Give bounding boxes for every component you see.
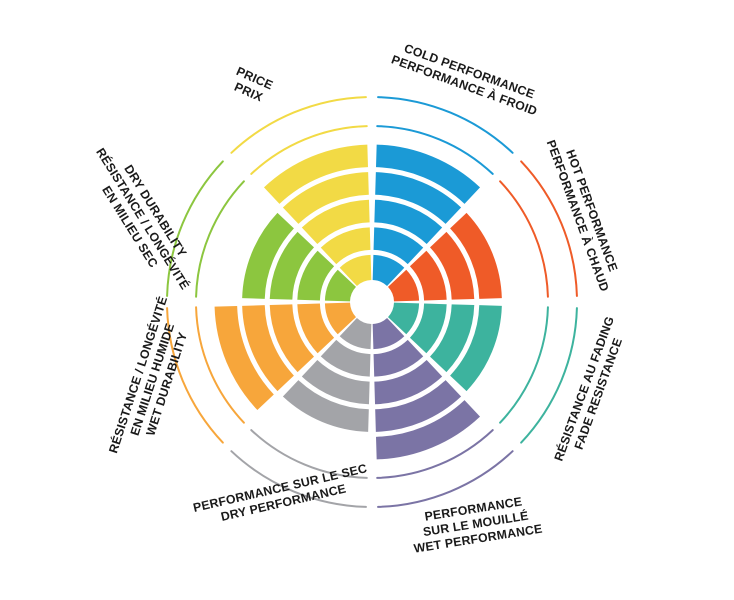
guide-arc-cold-performance-outer <box>377 96 514 154</box>
ring-segment-dry-performance-4[interactable] <box>282 380 369 432</box>
sector-price[interactable] <box>263 144 372 286</box>
guide-arc-wet-durability-inner <box>195 306 245 424</box>
ring-segment-wet-performance-3[interactable] <box>374 360 443 405</box>
sector-fade-resistance[interactable] <box>388 302 502 392</box>
sector-wet-performance[interactable] <box>372 318 481 460</box>
ring-segment-dry-durability-2[interactable] <box>297 250 335 301</box>
ring-segment-price-3[interactable] <box>301 199 370 244</box>
ring-segment-fade-resistance-3[interactable] <box>430 304 475 373</box>
sector-wet-durability[interactable] <box>214 302 356 411</box>
guide-arc-wet-performance-inner <box>376 429 494 479</box>
ring-segment-price-2[interactable] <box>320 227 371 265</box>
ring-segment-dry-durability-3[interactable] <box>269 231 314 300</box>
guide-arc-wet-durability-outer <box>166 307 224 444</box>
ring-segment-wet-performance-2[interactable] <box>373 339 424 377</box>
guide-arc-dry-performance-inner <box>250 429 368 479</box>
guide-arc-fade-resistance-outer <box>520 307 578 444</box>
ring-segment-cold-performance-2[interactable] <box>373 227 424 265</box>
ring-segment-wet-durability-4[interactable] <box>242 305 294 392</box>
sector-label-wet-durability: RÉSISTANCE / LONGÉVITÉ EN MILIEU HUMIDE … <box>105 294 190 455</box>
sector-hot-performance[interactable] <box>388 212 502 302</box>
ring-segment-fade-resistance-2[interactable] <box>409 303 447 354</box>
sector-label-price: PRICE PRIX <box>232 64 275 105</box>
ring-segment-fade-resistance-1[interactable] <box>388 302 420 335</box>
sector-cold-performance[interactable] <box>372 144 481 286</box>
ring-segment-cold-performance-5[interactable] <box>376 144 481 204</box>
guide-arc-fade-resistance-inner <box>499 306 549 424</box>
ring-segment-dry-performance-2[interactable] <box>320 339 371 377</box>
ring-segment-hot-performance-3[interactable] <box>430 231 475 300</box>
ring-segments-layer <box>214 144 502 460</box>
sector-label-fade-resistance: RÉSISTANCE AU FADING FADE RESISTANCE <box>551 314 625 463</box>
sector-label-dry-performance: PERFORMANCE SUR LE SEC DRY PERFORMANCE <box>192 461 369 524</box>
guide-arc-hot-performance-inner <box>499 180 549 298</box>
ring-segment-price-1[interactable] <box>339 254 372 286</box>
guide-arc-hot-performance-outer <box>520 160 578 297</box>
ring-segment-fade-resistance-4[interactable] <box>450 305 502 392</box>
ring-segment-hot-performance-2[interactable] <box>409 250 447 301</box>
guide-arc-dry-durability-outer <box>166 160 224 297</box>
sector-dry-performance[interactable] <box>282 318 372 432</box>
ring-segment-hot-performance-4[interactable] <box>450 212 502 299</box>
dry-durability-label-fr-1: RÉSISTANCE / LONGÉVITÉ <box>93 145 193 292</box>
guide-arc-cold-performance-inner <box>376 125 494 175</box>
ring-segment-wet-durability-1[interactable] <box>324 302 356 335</box>
ring-segment-price-4[interactable] <box>282 172 369 224</box>
outer-guide-arcs-layer <box>166 96 578 508</box>
ring-segment-wet-performance-1[interactable] <box>372 318 405 350</box>
ring-segment-dry-durability-1[interactable] <box>324 269 356 302</box>
guide-arc-price-inner <box>250 125 368 175</box>
ring-segment-wet-performance-5[interactable] <box>376 400 481 460</box>
ring-segment-dry-performance-3[interactable] <box>301 360 370 405</box>
ring-segment-cold-performance-3[interactable] <box>374 199 443 244</box>
ring-segment-price-5[interactable] <box>263 144 368 204</box>
ring-segment-wet-performance-4[interactable] <box>375 380 462 432</box>
sector-dry-durability[interactable] <box>242 212 356 302</box>
ring-segment-dry-durability-4[interactable] <box>242 212 294 299</box>
sector-label-wet-performance: PERFORMANCE SUR LE MOUILLÉ WET PERFORMAN… <box>413 494 544 555</box>
ring-segment-cold-performance-1[interactable] <box>372 254 405 286</box>
guide-arc-dry-durability-inner <box>195 180 245 298</box>
guide-arc-wet-performance-outer <box>377 450 514 508</box>
ring-segment-wet-durability-2[interactable] <box>297 303 335 354</box>
guide-arc-dry-performance-outer <box>230 450 367 508</box>
ring-segment-wet-durability-5[interactable] <box>214 306 274 411</box>
ring-segment-wet-durability-3[interactable] <box>269 304 314 373</box>
sector-label-cold-performance: COLD PERFORMANCE PERFORMANCE À FROID <box>389 41 539 118</box>
guide-arc-price-outer <box>230 96 367 154</box>
ring-segment-cold-performance-4[interactable] <box>375 172 462 224</box>
sector-label-dry-durability: DRY DURABILITY RÉSISTANCE / LONGÉVITÉ EN… <box>93 145 193 292</box>
ring-segment-dry-performance-1[interactable] <box>339 318 372 350</box>
ring-segment-hot-performance-1[interactable] <box>388 269 420 302</box>
